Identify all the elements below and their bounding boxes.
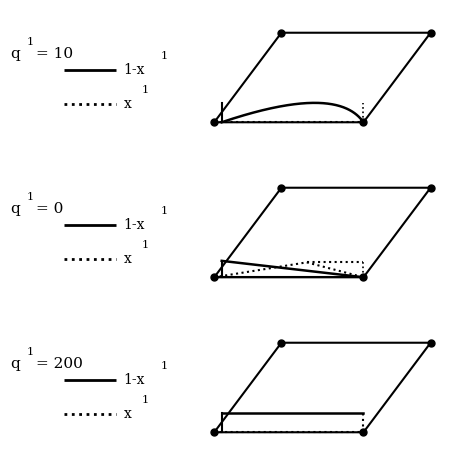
Text: 1: 1: [160, 206, 168, 216]
Text: q: q: [10, 47, 20, 61]
Text: 1: 1: [160, 361, 168, 371]
Text: 1-x: 1-x: [124, 63, 145, 77]
Text: x: x: [124, 97, 131, 111]
Text: 1: 1: [27, 347, 34, 357]
Text: = 0: = 0: [36, 202, 63, 216]
Text: = 10: = 10: [36, 47, 73, 61]
Text: 1: 1: [141, 395, 149, 405]
Text: x: x: [124, 407, 131, 421]
Text: 1: 1: [141, 240, 149, 250]
Text: 1: 1: [141, 85, 149, 95]
Text: x: x: [124, 252, 131, 266]
Text: 1: 1: [160, 51, 168, 61]
Text: q: q: [10, 202, 20, 216]
Text: = 200: = 200: [36, 357, 83, 371]
Text: 1: 1: [27, 37, 34, 47]
Text: q: q: [10, 357, 20, 371]
Text: 1-x: 1-x: [124, 218, 145, 232]
Text: 1: 1: [27, 192, 34, 202]
Text: 1-x: 1-x: [124, 373, 145, 387]
